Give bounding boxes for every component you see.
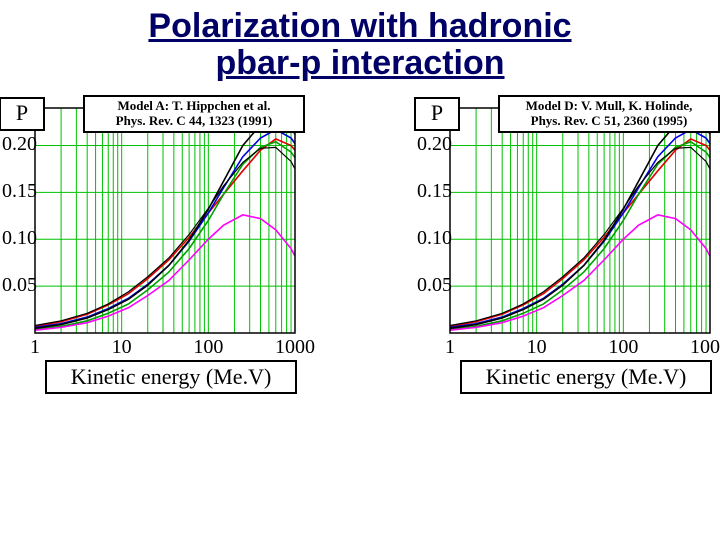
ytick-label: 0.20 [0, 133, 37, 156]
ytick-label: 0.05 [0, 274, 37, 297]
ytick-label: 0.05 [402, 274, 452, 297]
page-title: Polarization with hadronic pbar-p intera… [0, 0, 720, 83]
xtick-label: 1 [10, 336, 60, 359]
xtick-label: 1000 [270, 336, 320, 359]
ytick-label: 0.15 [402, 180, 452, 203]
xtick-label: 10 [512, 336, 562, 359]
chart-left: 0.200.150.100.051101001000PModel A: T. H… [5, 103, 300, 413]
charts-row: 0.200.150.100.051101001000PModel A: T. H… [0, 103, 720, 413]
ytick-label: 0.15 [0, 180, 37, 203]
x-axis-label: Kinetic energy (Me.V) [45, 360, 297, 394]
model-line-2: Phys. Rev. C 51, 2360 (1995) [531, 113, 688, 128]
xtick-label: 100 [183, 336, 233, 359]
model-line-1: Model A: T. Hippchen et al. [118, 98, 271, 113]
model-line-2: Phys. Rev. C 44, 1323 (1991) [116, 113, 273, 128]
xtick-label: 100 [598, 336, 648, 359]
xtick-label: 1000 [685, 336, 720, 359]
title-line-1: Polarization with hadronic [148, 7, 571, 45]
xtick-label: 1 [425, 336, 475, 359]
p-axis-label: P [0, 97, 45, 131]
ytick-label: 0.10 [0, 227, 37, 250]
p-axis-label: P [414, 97, 460, 131]
ytick-label: 0.20 [402, 133, 452, 156]
xtick-label: 10 [97, 336, 147, 359]
ytick-label: 0.10 [402, 227, 452, 250]
plot-area [5, 103, 300, 358]
plot-area [420, 103, 715, 358]
model-label: Model A: T. Hippchen et al.Phys. Rev. C … [83, 95, 305, 133]
chart-right: 0.200.150.100.051101001000PModel D: V. M… [420, 103, 715, 413]
model-label: Model D: V. Mull, K. Holinde,Phys. Rev. … [498, 95, 720, 133]
title-line-2: pbar-p interaction [215, 44, 504, 82]
model-line-1: Model D: V. Mull, K. Holinde, [526, 98, 693, 113]
x-axis-label: Kinetic energy (Me.V) [460, 360, 712, 394]
